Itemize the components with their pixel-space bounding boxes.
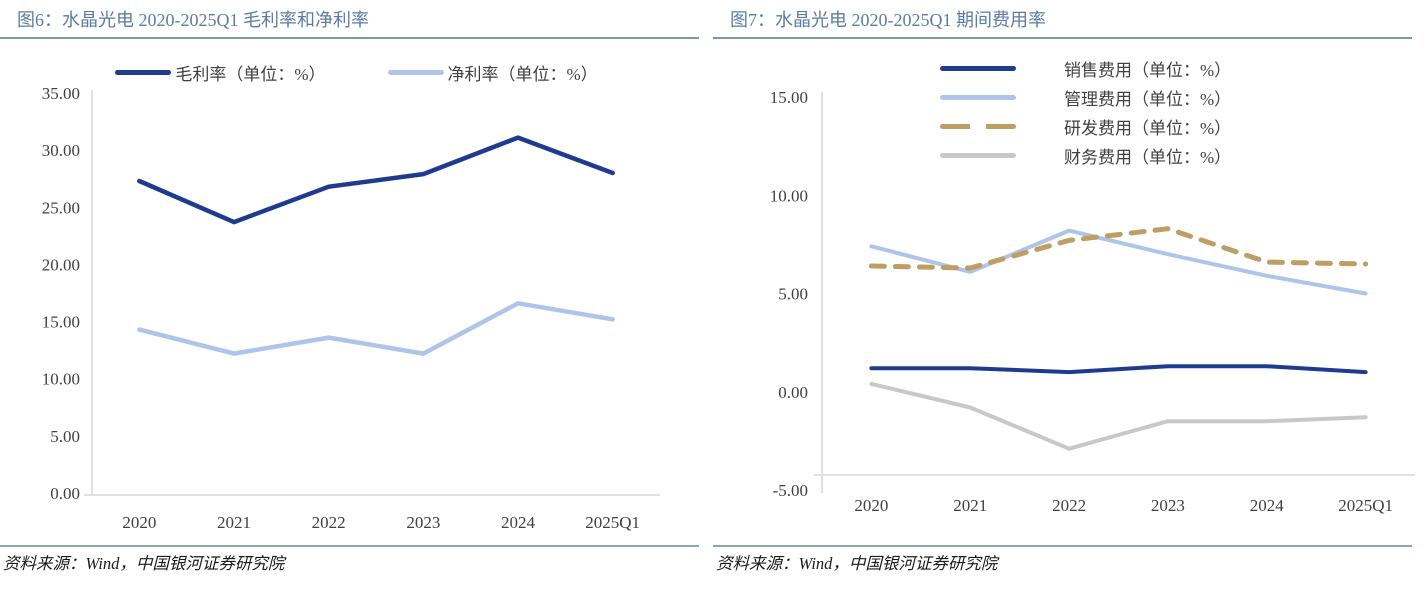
figure-7-title-rule bbox=[713, 37, 1412, 39]
legend-item-0: 销售费用（单位：%） bbox=[940, 54, 1231, 83]
x-axis-tick-label: 2024 bbox=[1250, 496, 1285, 515]
figure-6-legend: 毛利率（单位：%） 净利率（单位：%） bbox=[0, 60, 713, 85]
figure-6-title: 图6：水晶光电 2020-2025Q1 毛利率和净利率 bbox=[17, 10, 369, 30]
legend-label: 财务费用（单位：%） bbox=[1064, 148, 1232, 167]
x-axis-tick-label: 2022 bbox=[312, 513, 346, 532]
legend-label: 研发费用（单位：%） bbox=[1064, 119, 1232, 138]
legend-item-3: 财务费用（单位：%） bbox=[940, 141, 1231, 170]
series-line-1 bbox=[137, 301, 615, 356]
figure-6-title-rule bbox=[0, 37, 699, 39]
y-axis-tick-label: 30.00 bbox=[42, 141, 80, 160]
legend-label: 毛利率（单位：%） bbox=[175, 65, 326, 84]
y-axis-tick-label: 0.00 bbox=[50, 484, 80, 503]
figure-7-source: 资料来源：Wind，中国银河证券研究院 bbox=[716, 554, 998, 573]
y-axis-tick-label: 20.00 bbox=[42, 255, 80, 274]
x-axis-tick-label: 2022 bbox=[1052, 496, 1086, 515]
legend-line-swatch bbox=[115, 70, 172, 75]
x-axis-tick-label: 2021 bbox=[953, 496, 987, 515]
legend-item-1: 净利率（单位：%） bbox=[387, 60, 598, 85]
figure-6-panel: 图6：水晶光电 2020-2025Q1 毛利率和净利率 35.00 30.00 25… bbox=[0, 10, 713, 573]
legend-label: 销售费用（单位：%） bbox=[1064, 61, 1232, 80]
x-axis-tick-label: 2025Q1 bbox=[585, 513, 640, 532]
x-axis-tick-label: 2020 bbox=[854, 496, 888, 515]
series-line-0 bbox=[137, 135, 615, 225]
y-axis-tick-label: 0.00 bbox=[778, 383, 808, 402]
x-axis-tick-label: 2021 bbox=[217, 513, 251, 532]
y-axis-tick-label: -5.00 bbox=[773, 481, 808, 500]
y-axis-tick-label: 10.00 bbox=[42, 370, 80, 389]
legend-line-swatch bbox=[940, 95, 1016, 100]
figure-7-panel: 图7：水晶光电 2020-2025Q1 期间费用率 15.00 10.00 5.00… bbox=[713, 0, 1426, 589]
y-axis-tick-label: 10.00 bbox=[770, 186, 808, 205]
legend-line-swatch bbox=[940, 66, 1016, 71]
x-axis-tick-label: 2020 bbox=[122, 513, 156, 532]
x-axis-tick-label: 2023 bbox=[406, 513, 440, 532]
legend-line-swatch bbox=[387, 70, 444, 75]
figure-7-legend: 销售费用（单位：%） 管理费用（单位：%） 研发费用（单位：%） 财务费用（单位：%） bbox=[940, 54, 1231, 170]
figure-7-footer-rule bbox=[713, 545, 1412, 547]
legend-line-swatch bbox=[940, 153, 1016, 158]
legend-label: 净利率（单位：%） bbox=[447, 65, 598, 84]
series-line-3 bbox=[869, 381, 1368, 451]
y-axis-tick-label: 25.00 bbox=[42, 198, 80, 217]
series-line-2 bbox=[868, 226, 1369, 271]
y-axis-tick-label: 5.00 bbox=[778, 285, 808, 304]
figure-6-line-chart: 35.00 30.00 25.00 20.00 15.00 10.00 5.00 0.00 20… bbox=[42, 84, 660, 532]
legend-item-1: 管理费用（单位：%） bbox=[940, 83, 1231, 112]
figure-7-title: 图7：水晶光电 2020-2025Q1 期间费用率 bbox=[730, 10, 1046, 30]
y-axis-tick-label: 5.00 bbox=[50, 427, 80, 446]
legend-item-2: 研发费用（单位：%） bbox=[940, 112, 1231, 141]
legend-item-0: 毛利率（单位：%） bbox=[115, 60, 326, 85]
legend-label: 管理费用（单位：%） bbox=[1064, 90, 1232, 109]
figure-6-source: 资料来源：Wind，中国银河证券研究院 bbox=[3, 554, 285, 573]
figure-7-line-chart: 15.00 10.00 5.00 0.00 -5.00 2020 2021 2022 2023 2… bbox=[770, 88, 1415, 515]
y-axis-tick-label: 15.00 bbox=[770, 88, 808, 107]
x-axis-tick-label: 2024 bbox=[501, 513, 536, 532]
y-axis-tick-label: 15.00 bbox=[42, 313, 80, 332]
y-axis-tick-label: 35.00 bbox=[42, 84, 80, 103]
series-line-0 bbox=[869, 364, 1368, 375]
x-axis-tick-label: 2023 bbox=[1151, 496, 1185, 515]
x-axis-tick-label: 2025Q1 bbox=[1338, 496, 1393, 515]
figure-6-footer-rule bbox=[0, 545, 699, 547]
legend-dashed-line-swatch bbox=[940, 124, 1016, 129]
